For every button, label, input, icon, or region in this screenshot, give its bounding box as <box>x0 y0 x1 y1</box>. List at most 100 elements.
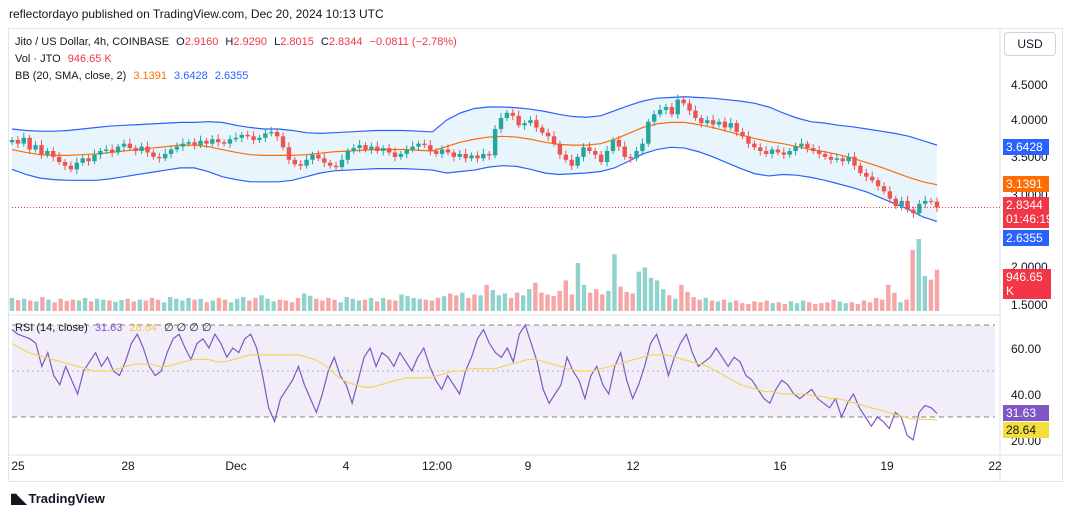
candle-body <box>74 162 80 170</box>
volume-bar <box>575 263 581 311</box>
volume-bar <box>405 296 410 311</box>
candle-body <box>139 146 144 151</box>
volume-bar <box>466 297 471 311</box>
candle-body <box>451 152 457 157</box>
candle-body <box>292 159 298 165</box>
candle-body <box>587 147 592 151</box>
candle-body <box>68 165 74 170</box>
rsi-extra-values: ∅ ∅ ∅ ∅ <box>164 322 212 334</box>
candle-body <box>345 151 351 160</box>
high-value: 2.9290 <box>233 36 268 48</box>
candle-body <box>822 153 828 157</box>
candle-body <box>775 149 781 153</box>
volume-bar <box>399 294 404 311</box>
rsi-label[interactable]: RSI (14, close) <box>15 322 88 334</box>
volume-bar <box>113 301 118 311</box>
candle-body <box>575 156 580 166</box>
rsi-ma-badge: 28.64 <box>1003 422 1049 438</box>
volume-bar <box>40 297 45 311</box>
volume-bar <box>606 290 611 311</box>
time-label: 12:00 <box>421 459 453 473</box>
volume-bar <box>326 297 331 311</box>
candle-body <box>410 146 415 150</box>
volume-bar <box>441 296 447 311</box>
candle-body <box>109 149 115 153</box>
candle-body <box>121 143 127 147</box>
volume-bar <box>88 301 94 311</box>
volume-bar <box>520 295 526 311</box>
tradingview-brand[interactable]: ▮◣ TradingView <box>10 490 105 507</box>
candle-body <box>528 120 533 124</box>
candle-body <box>557 143 563 155</box>
candle-body <box>369 146 374 150</box>
volume-bar <box>393 300 398 311</box>
price-tick: 4.0000 <box>1011 113 1048 127</box>
candle-body <box>21 137 26 144</box>
volume-bar <box>64 300 69 311</box>
price-tick: 4.5000 <box>1011 78 1048 92</box>
candle-body <box>604 151 610 162</box>
volume-bar <box>9 297 15 311</box>
currency-button[interactable]: USD <box>1004 32 1056 56</box>
last-price-value: 2.8344 <box>1006 198 1043 212</box>
volume-bar <box>478 295 483 311</box>
candle-body <box>934 201 940 208</box>
candle-body <box>746 136 751 144</box>
candle-body <box>905 200 910 210</box>
volume-bar <box>697 299 702 311</box>
candle-body <box>722 121 728 128</box>
candle-body <box>887 191 893 199</box>
candle-body <box>392 152 398 157</box>
volume-badge: 946.65 K <box>1003 269 1051 299</box>
volume-bar <box>314 298 319 311</box>
bb-label[interactable]: BB (20, SMA, close, 2) <box>15 70 127 82</box>
candle-body <box>404 149 409 154</box>
candle-body <box>416 143 421 147</box>
candle-body <box>280 136 286 148</box>
volume-bar <box>788 301 794 311</box>
candle-body <box>145 146 150 153</box>
candle-body <box>286 147 292 160</box>
bb-upper-badge: 3.6428 <box>1003 139 1049 155</box>
volume-bar <box>447 293 453 311</box>
volume-bar <box>161 302 167 311</box>
volume-bar <box>259 295 264 311</box>
volume-bar <box>533 282 538 311</box>
candle-body <box>115 146 121 153</box>
volume-legend: Vol · JTO 946.65 K <box>15 53 116 65</box>
candle-body <box>386 148 392 153</box>
volume-bar <box>898 302 903 311</box>
candle-body <box>928 200 934 202</box>
candle-body <box>828 156 834 160</box>
bar-countdown: 01:46:19 <box>1006 212 1053 226</box>
symbol-name[interactable]: Jito / US Dollar, 4h, COINBASE <box>15 36 170 48</box>
candle-body <box>622 146 627 157</box>
candle-body <box>327 162 333 166</box>
volume-bar <box>429 300 435 311</box>
candle-body <box>899 200 904 206</box>
candle-body <box>186 142 191 144</box>
candle-body <box>310 154 315 160</box>
rsi-line <box>11 323 938 442</box>
volume-bar <box>514 292 520 311</box>
candle-body <box>646 121 651 144</box>
candle-body <box>192 142 197 146</box>
candle-body <box>257 137 262 140</box>
candle-body <box>51 151 56 157</box>
bb-fill <box>12 96 937 222</box>
volume-bar <box>46 299 51 311</box>
candle-body <box>198 140 203 146</box>
volume-bar <box>368 297 374 311</box>
volume-bar <box>168 297 173 311</box>
candle-body <box>263 133 268 138</box>
candle-body <box>752 143 757 148</box>
time-label: 22 <box>988 459 1002 473</box>
volume-bar <box>740 303 745 311</box>
time-label: 28 <box>121 459 135 473</box>
candle-body <box>681 99 686 104</box>
volume-bar <box>679 284 684 311</box>
volume-bar <box>776 302 781 311</box>
volume-label[interactable]: Vol · JTO <box>15 53 61 65</box>
volume-bar <box>356 300 362 311</box>
